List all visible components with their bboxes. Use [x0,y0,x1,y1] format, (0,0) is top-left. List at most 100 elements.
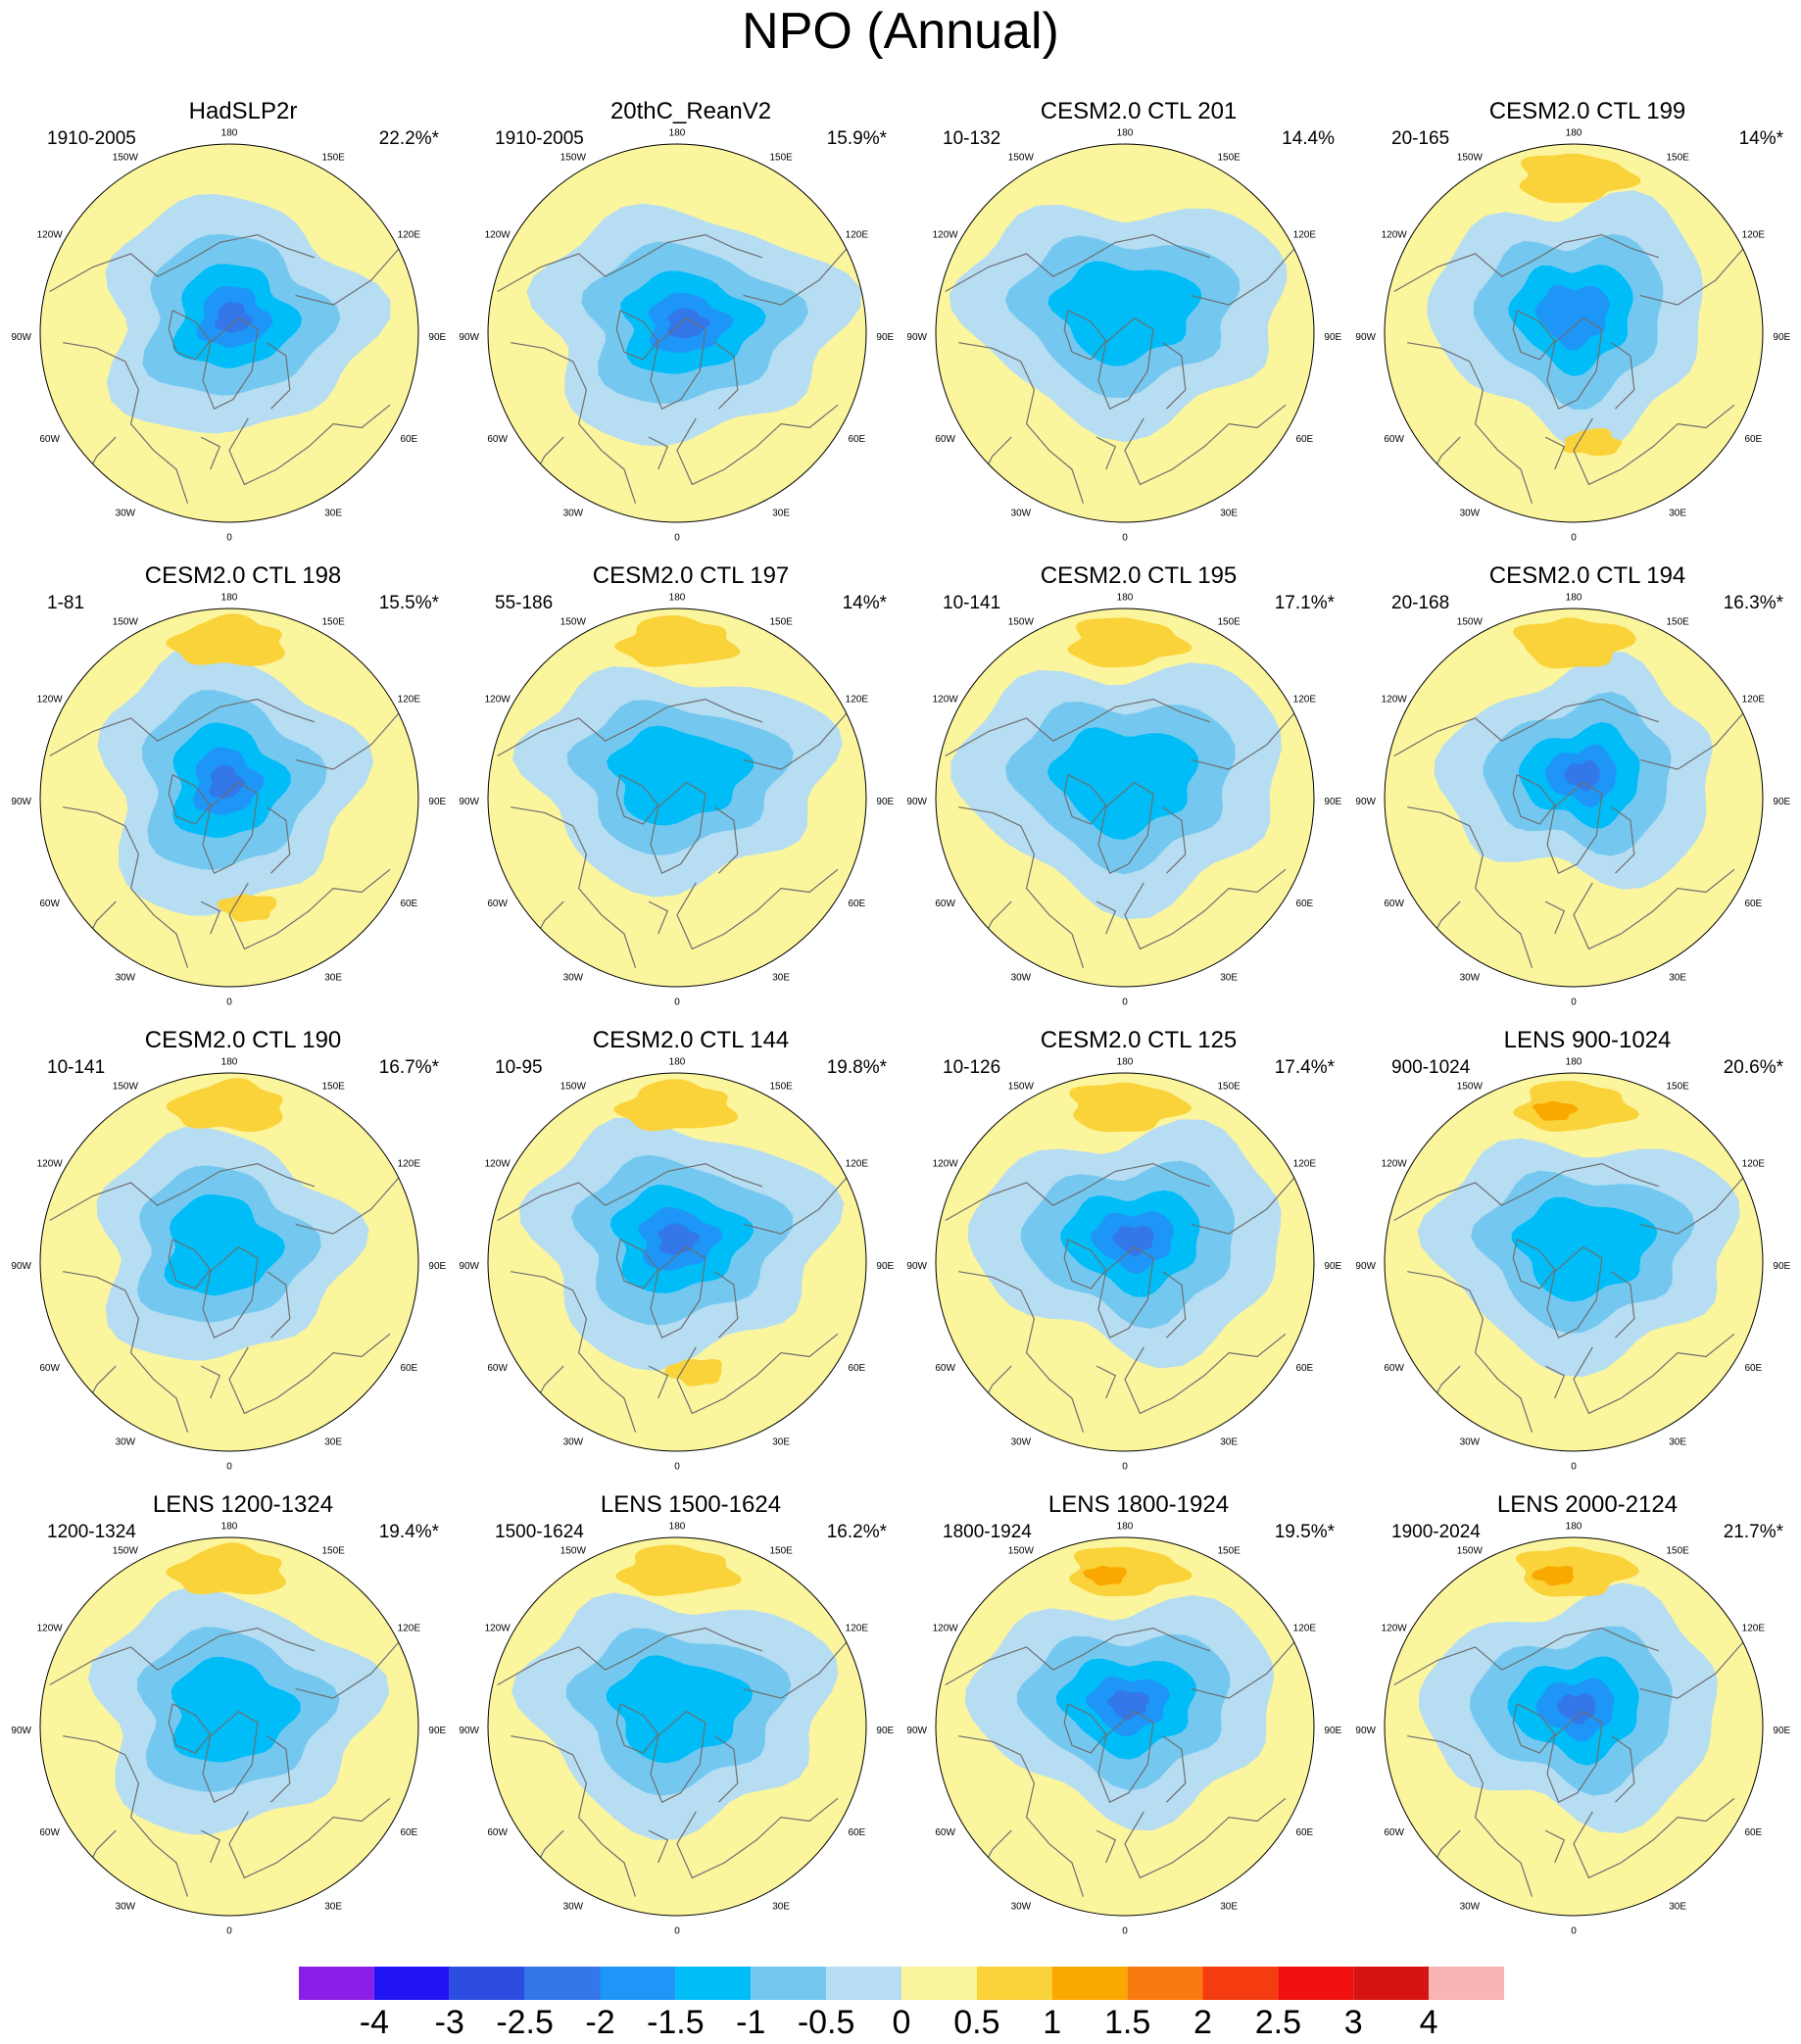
colorbar-box [901,1967,977,2000]
meridian-label: 30W [1011,1436,1032,1447]
meridian-label: 30E [1220,508,1238,518]
meridian-label: 60W [487,899,508,909]
coastline [958,342,1085,504]
coastline [1124,1797,1287,1879]
coastline [511,342,637,504]
coastline [1095,1829,1117,1864]
map-svg: 180 150W 150E 120W 120E 90W 90E 60W 60E 30W 30E 0 [459,1521,894,1936]
pacific-positive-contour [1515,1546,1639,1597]
map-svg: 180 150W 150E 120W 120E 90W 90E 60W 60E 30W 30E 0 [11,1521,446,1936]
meridian-label: 30E [772,508,790,518]
colorbar-box [299,1967,374,2000]
coastline [200,1829,221,1864]
meridian-label: 90W [906,797,927,807]
meridian-label: 90E [876,797,894,807]
panel-period: 1910-2005 [47,128,136,149]
meridian-label: 60W [39,899,60,909]
coastline [1191,247,1296,306]
coastline [1544,900,1566,935]
meridian-label: 150E [1217,1546,1241,1557]
map-outline [1384,1072,1764,1452]
coastline [63,342,189,504]
meridian-label: 30W [563,972,584,983]
map-panel: HadSLP2r 1910-2005 22.2%* 180 150W 150E 120… [11,98,449,559]
meridian-label: 30E [772,972,790,983]
coastline [714,342,739,410]
meridian-label: 120E [1742,695,1766,706]
map-field [936,144,1314,522]
map-outline [39,1072,419,1452]
coastline [743,711,849,770]
meridian-label: 60W [1384,434,1404,445]
meridian-label: 120W [933,230,959,241]
coastline [743,1640,849,1699]
meridian-label: 120W [1382,1624,1408,1634]
meridian-label: 90E [876,1726,894,1736]
map-svg: 180 150W 150E 120W 120E 90W 90E 60W 60E 30W 30E 0 [11,1056,446,1472]
meridian-label: 150W [113,1546,139,1557]
meridian-label: 120E [398,1624,421,1634]
coastline [1124,1333,1287,1415]
coastline [228,868,391,950]
coastline [945,1627,1211,1686]
figure-title: NPO (Annual) [742,3,1059,60]
map-outline [935,1072,1315,1452]
meridian-label: 0 [226,532,232,543]
colorbar-box [751,1967,827,2000]
coastline [295,247,401,306]
map-outline [39,143,419,523]
coastline [1393,1162,1660,1222]
meridian-label: 30E [1669,1901,1686,1912]
meridian-label: 150E [769,617,793,628]
map-svg: 180 150W 150E 120W 120E 90W 90E 60W 60E 30W 30E 0 [906,592,1341,1007]
meridian-label: 60E [1744,1827,1762,1838]
meridian-label: 90E [428,1261,446,1272]
coastline [497,1162,763,1222]
map-panel: CESM2.0 CTL 199 20-165 14%* 180 150W 150E 1… [1355,98,1793,559]
coastline [945,1162,1211,1222]
meridian-label: 150E [321,153,345,164]
coastline [1546,1245,1603,1339]
coastline [1191,1640,1296,1699]
map-panel: CESM2.0 CTL 190 10-141 16.7%* 180 150W 150… [11,1027,449,1487]
coastline [1544,1365,1566,1399]
meridian-label: 0 [1571,997,1577,1007]
panel-variance: 20.6%* [1723,1057,1783,1078]
meridian-label: 0 [674,1461,680,1472]
meridian-label: 30E [1669,1436,1686,1447]
meridian-label: 30W [563,1901,584,1912]
meridian-label: 90W [11,1261,31,1272]
panel-title: CESM2.0 CTL 194 [1488,562,1686,589]
meridian-label: 150W [113,1082,139,1093]
panel-variance: 16.7%* [378,1057,439,1078]
meridian-label: 90W [459,797,479,807]
panel-title: CESM2.0 CTL 190 [144,1027,342,1053]
coastline [650,316,706,411]
coastline [1191,711,1296,770]
coastline [648,436,669,470]
coastline [676,1797,839,1879]
meridian-label: 0 [1122,997,1128,1007]
meridian-label: 90W [906,1261,927,1272]
map-panel: LENS 1500-1624 1500-1624 16.2%* 180 150W 1… [459,1491,897,1952]
coastline [202,781,259,875]
map-svg: 180 150W 150E 120W 120E 90W 90E 60W 60E 30W 30E 0 [459,1056,894,1472]
map-field [40,608,418,987]
coastline [1063,1239,1107,1290]
map-field [40,1537,418,1916]
panel-variance: 14%* [842,593,887,613]
map-outline [1384,143,1764,523]
pacific-positive-contour [615,1544,742,1596]
pacific-positive-contour [1532,1100,1579,1121]
meridian-label: 120W [485,1624,511,1634]
meridian-label: 90E [428,1726,446,1736]
meridian-label: 90E [1324,332,1341,343]
colorbar-box [373,1967,450,2000]
coastline [1124,868,1287,950]
panel-title: LENS 1500-1624 [600,1491,782,1518]
colorbar-label: -2 [585,2004,615,2041]
meridian-label: 30E [324,972,342,983]
meridian-label: 150W [560,617,587,628]
coastline [1512,1239,1556,1290]
map-svg: 180 150W 150E 120W 120E 90W 90E 60W 60E 30W 30E 0 [11,127,446,543]
